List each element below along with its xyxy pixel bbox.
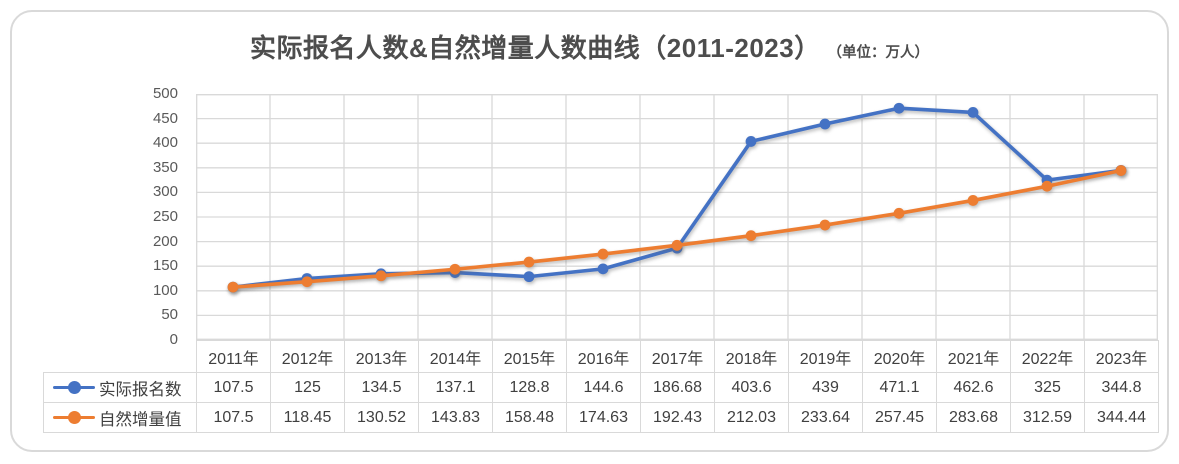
legend-line-marker-icon <box>53 381 95 395</box>
series-line <box>231 168 1123 289</box>
value-cell: 403.6 <box>714 372 789 403</box>
y-axis-tick-label: 100 <box>152 281 178 299</box>
y-axis-tick-label: 400 <box>152 134 178 152</box>
legend-cell: 自然增量值 <box>43 402 197 433</box>
table-corner-blank <box>44 341 197 373</box>
year-header-cell: 2017年 <box>640 340 715 373</box>
year-header-cell: 2018年 <box>714 340 789 373</box>
data-point-marker <box>1041 180 1053 192</box>
value-cell: 174.63 <box>566 402 641 433</box>
data-point-marker <box>523 256 535 268</box>
y-axis-tick-label: 50 <box>161 306 178 324</box>
value-cell: 107.5 <box>196 402 271 433</box>
y-axis-tick-label: 500 <box>152 85 178 102</box>
data-point-marker <box>375 270 387 282</box>
chart-title: 实际报名人数&自然增量人数曲线（2011-2023） （单位：万人） <box>0 28 1179 65</box>
year-header-cell: 2014年 <box>418 340 493 373</box>
y-axis-tick-label: 250 <box>152 208 178 225</box>
data-point-marker <box>819 118 831 130</box>
data-point-marker <box>671 239 683 251</box>
data-point-marker <box>967 107 979 118</box>
year-header-cell: 2023年 <box>1084 340 1159 373</box>
value-cell: 137.1 <box>418 372 493 403</box>
value-cell: 134.5 <box>344 372 419 403</box>
y-axis-tick-label: 150 <box>152 257 178 275</box>
y-axis-tick-label: 450 <box>152 109 178 127</box>
value-cell: 233.64 <box>788 402 863 433</box>
value-cell: 212.03 <box>714 402 789 433</box>
year-header-cell: 2021年 <box>936 340 1011 373</box>
y-axis-tick-label: 200 <box>152 232 178 250</box>
data-point-marker <box>745 136 757 147</box>
data-point-marker <box>745 230 757 242</box>
y-axis-tick-label: 0 <box>169 331 178 348</box>
data-point-marker <box>597 263 609 275</box>
data-point-marker <box>597 248 609 260</box>
value-cell: 283.68 <box>936 402 1011 433</box>
year-header-cell: 2013年 <box>344 340 419 373</box>
year-header-cell: 2015年 <box>492 340 567 373</box>
series-name-label: 实际报名数 <box>99 380 182 399</box>
series-name-label: 自然增量值 <box>99 410 182 429</box>
gridlines <box>196 94 1158 340</box>
data-point-marker <box>893 102 905 114</box>
data-point-marker <box>893 207 905 219</box>
value-cell: 130.52 <box>344 402 419 433</box>
value-cell: 257.45 <box>862 402 937 433</box>
line-chart-plot-area <box>196 94 1158 340</box>
chart-title-text: 实际报名人数&自然增量人数曲线（2011-2023） <box>250 33 821 63</box>
value-cell: 125 <box>270 372 345 403</box>
series-1-line-group <box>227 165 1127 293</box>
value-cell: 471.1 <box>862 372 937 403</box>
chart-unit-label: （单位：万人） <box>834 45 929 61</box>
value-cell: 462.6 <box>936 372 1011 403</box>
year-header-cell: 2016年 <box>566 340 641 373</box>
y-axis-tick-label: 350 <box>152 158 178 176</box>
value-cell: 144.6 <box>566 372 641 403</box>
value-cell: 186.68 <box>640 372 715 403</box>
data-point-marker <box>301 276 313 288</box>
legend-cell: 实际报名数 <box>43 372 197 403</box>
value-cell: 118.45 <box>270 402 345 433</box>
value-cell: 344.8 <box>1084 372 1159 403</box>
value-cell: 143.83 <box>418 402 493 433</box>
data-point-marker <box>227 281 239 293</box>
data-point-marker <box>967 195 979 206</box>
year-header-cell: 2020年 <box>862 340 937 373</box>
value-cell: 192.43 <box>640 402 715 433</box>
year-header-cell: 2012年 <box>270 340 345 373</box>
legend-line-marker-icon <box>53 411 95 425</box>
data-point-marker <box>523 271 535 283</box>
value-cell: 325 <box>1010 372 1085 403</box>
value-cell: 107.5 <box>196 372 271 403</box>
year-header-cell: 2022年 <box>1010 340 1085 373</box>
value-cell: 439 <box>788 372 863 403</box>
value-cell: 158.48 <box>492 402 567 433</box>
data-point-marker <box>1115 165 1127 176</box>
data-table: 2011年 2012年 2013年 2014年 2015年 2016年 2017年 2018年… <box>43 340 1159 433</box>
value-cell: 128.8 <box>492 372 567 403</box>
value-cell: 312.59 <box>1010 402 1085 433</box>
y-axis-tick-label: 300 <box>152 183 178 201</box>
year-header-cell: 2011年 <box>196 340 271 373</box>
year-header-cell: 2019年 <box>788 340 863 373</box>
data-point-marker <box>819 219 831 231</box>
data-point-marker <box>449 263 461 275</box>
value-cell: 344.44 <box>1084 402 1159 433</box>
